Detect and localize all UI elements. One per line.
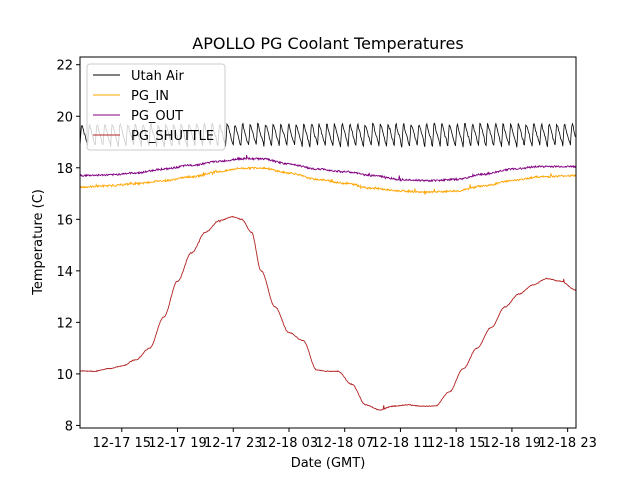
y-tick-label: 20 <box>56 110 73 125</box>
y-tick-label: 22 <box>56 59 73 74</box>
series-line-pg-out <box>79 155 577 183</box>
x-tick-label: 12-18 07 <box>315 436 373 451</box>
y-axis: 8 10 12 14 16 18 20 22 <box>56 59 80 434</box>
legend-box <box>86 63 226 151</box>
x-axis-label: Date (GMT) <box>291 456 366 471</box>
chart-title: APOLLO PG Coolant Temperatures <box>192 34 463 53</box>
legend: Utah Air PG_IN PG_OUT PG_SHUTTLE <box>86 63 226 151</box>
x-tick-label: 12-17 23 <box>204 436 262 451</box>
legend-label: Utah Air <box>131 69 184 84</box>
x-tick-label: 12-18 23 <box>538 436 596 451</box>
x-tick-label: 12-18 19 <box>483 436 541 451</box>
x-tick-label: 12-17 19 <box>148 436 206 451</box>
y-tick-label: 18 <box>56 162 73 177</box>
axes-frame <box>79 56 577 429</box>
legend-label: PG_SHUTTLE <box>131 129 214 144</box>
legend-label: PG_IN <box>131 89 169 104</box>
y-axis-label: Temperature (C) <box>31 189 46 296</box>
series-line-pg-shuttle <box>79 215 576 411</box>
legend-label: PG_OUT <box>131 109 183 124</box>
x-tick-label: 12-18 11 <box>371 436 429 451</box>
y-tick-label: 16 <box>56 213 73 228</box>
x-tick-label: 12-18 15 <box>427 436 485 451</box>
x-tick-label: 12-17 15 <box>93 436 151 451</box>
y-tick-label: 12 <box>56 316 73 331</box>
y-tick-label: 8 <box>65 419 73 434</box>
y-tick-label: 14 <box>56 265 73 280</box>
y-tick-label: 10 <box>56 368 73 383</box>
series-line-pg-in <box>79 166 577 195</box>
x-tick-label: 12-18 03 <box>260 436 318 451</box>
